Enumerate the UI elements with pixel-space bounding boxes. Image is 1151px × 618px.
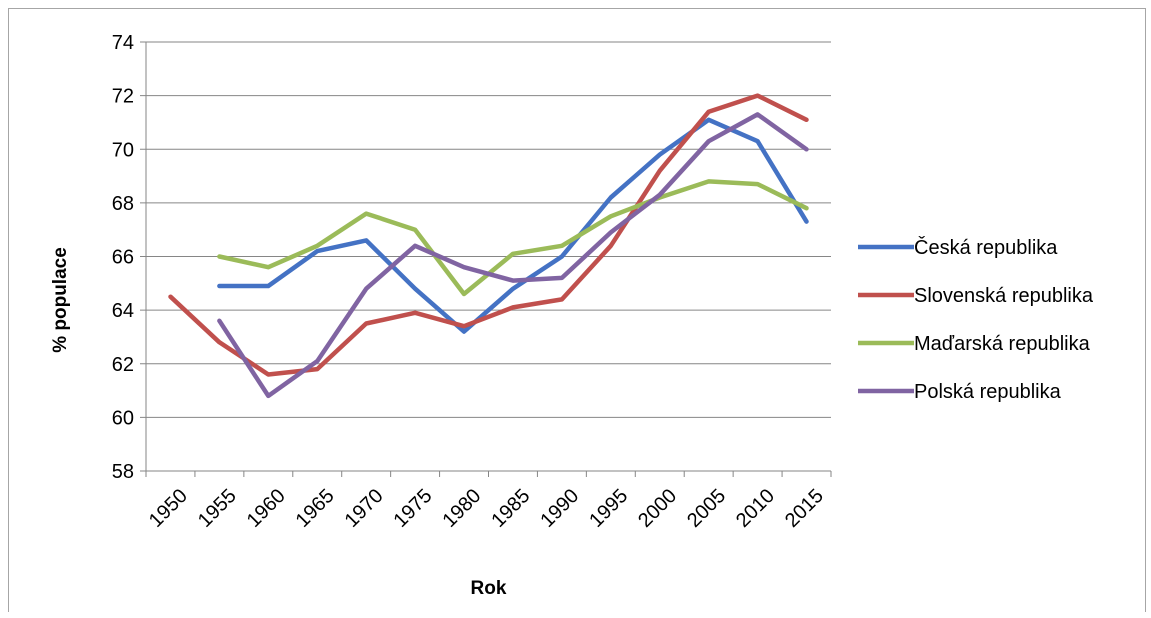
- x-tick-label: 1985: [487, 485, 534, 532]
- legend-label: Maďarská republika: [914, 333, 1091, 355]
- series-line-1: [217, 117, 809, 334]
- series-line-3: [217, 179, 809, 297]
- x-tick-label: 2010: [732, 485, 779, 532]
- chart-frame: [8, 8, 1146, 612]
- y-tick-label: 60: [112, 407, 134, 429]
- x-tick-label: 1995: [585, 485, 632, 532]
- y-tick-label: 62: [112, 354, 134, 376]
- x-tick-label: 1965: [292, 485, 339, 532]
- x-tick-label: 1970: [341, 485, 388, 532]
- x-tick-label: 1955: [194, 485, 241, 532]
- legend-label: Slovenská republika: [914, 285, 1094, 307]
- x-tick-label: 1975: [390, 485, 437, 532]
- y-axis-ticks: 58 60 62 64 66 68 70 72 74: [112, 32, 134, 483]
- y-tick-label: 66: [112, 247, 134, 269]
- y-tick-label: 68: [112, 193, 134, 215]
- x-tick-label: 2000: [634, 485, 681, 532]
- x-tick-label: 1980: [438, 485, 485, 532]
- series-line-2: [168, 93, 809, 377]
- legend-label: Polská republika: [914, 381, 1062, 403]
- legend-label: Česká republika: [914, 236, 1058, 259]
- x-tick-label: 2015: [781, 485, 828, 532]
- y-tick-label: 74: [112, 32, 134, 54]
- series-lines: [168, 93, 809, 399]
- x-axis-ticks: 1950 1955 1960 1965 1970 1975 1980 1985 1990 1995…: [145, 485, 828, 532]
- y-tick-label: 70: [112, 139, 134, 161]
- x-tick-label: 1950: [145, 485, 192, 532]
- x-tick-label: 1990: [536, 485, 583, 532]
- y-axis-title: % populace: [50, 247, 71, 353]
- x-axis-title: Rok: [471, 578, 507, 599]
- y-tick-label: 72: [112, 86, 134, 108]
- y-tick-label: 64: [112, 300, 134, 322]
- x-tick-label: 2005: [683, 485, 730, 532]
- y-tick-label: 58: [112, 461, 134, 483]
- series-line-4: [217, 112, 809, 399]
- legend: Česká republika Slovenská republika Maďars…: [858, 236, 1094, 403]
- x-tick-label: 1960: [243, 485, 290, 532]
